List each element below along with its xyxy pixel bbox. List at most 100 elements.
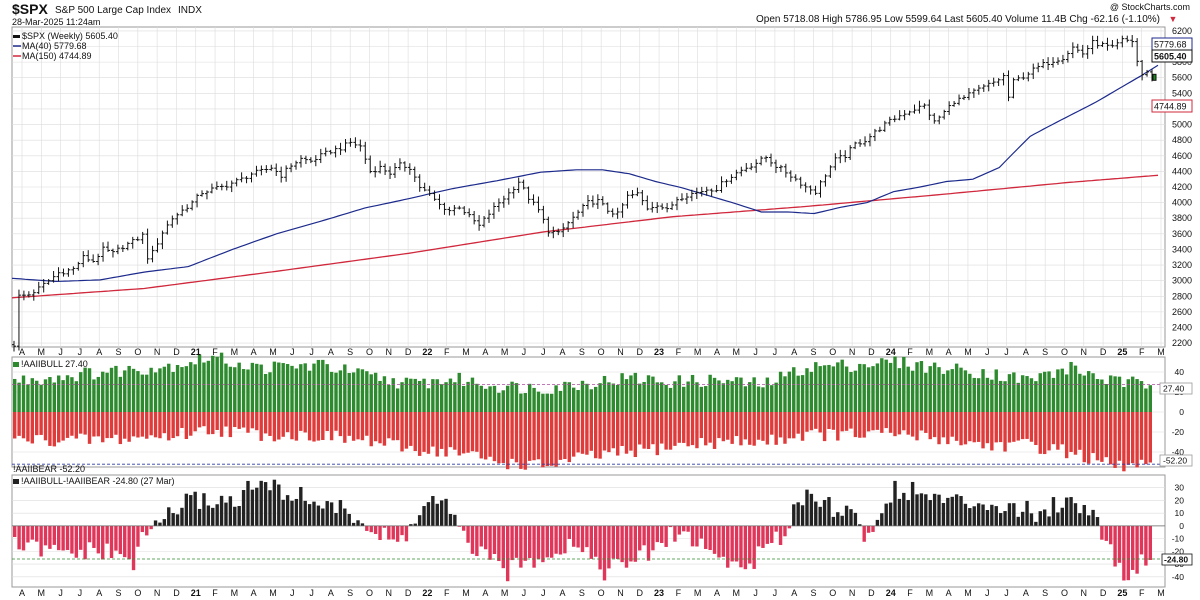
bull-bar bbox=[255, 363, 259, 412]
bear-bar bbox=[461, 412, 466, 454]
bear-bar bbox=[756, 412, 761, 440]
bull-bar bbox=[404, 377, 409, 412]
price-bar bbox=[412, 166, 417, 182]
bear-legend-label: !AAIIBEAR -52.20 bbox=[13, 464, 85, 474]
spread-bar bbox=[985, 510, 990, 526]
x-tick-label-bottom: J bbox=[753, 588, 758, 598]
bull-bar bbox=[61, 380, 65, 412]
price-bar bbox=[897, 110, 902, 121]
x-tick-label: A bbox=[482, 347, 488, 357]
price-bar bbox=[754, 159, 759, 173]
spread-bar bbox=[391, 525, 395, 540]
spread-bar bbox=[347, 513, 351, 526]
bull-bar bbox=[871, 366, 875, 412]
spread-bar bbox=[1135, 525, 1139, 574]
price-bar bbox=[1120, 35, 1125, 48]
x-tick-label: O bbox=[829, 347, 836, 357]
spread-tick-label: 20 bbox=[1175, 495, 1185, 505]
price-bar bbox=[783, 163, 788, 178]
spread-bar bbox=[488, 525, 492, 560]
spread-bar bbox=[704, 525, 708, 549]
bear-bar bbox=[43, 412, 48, 441]
bear-bar bbox=[167, 412, 171, 441]
spread-bar bbox=[1038, 511, 1042, 526]
price-bar bbox=[749, 163, 754, 171]
bear-bars bbox=[13, 412, 1152, 472]
x-axis-labels-bottom: A M J J A S O N D 21 F M A M J J A S O N D 22 F M A M J J A S O N D 23 F M A… bbox=[19, 588, 1165, 598]
x-tick-label-bottom: J bbox=[1004, 588, 1009, 598]
x-tick-label-bottom: A bbox=[714, 588, 720, 598]
spread-bar bbox=[101, 525, 105, 560]
bear-bar bbox=[1051, 412, 1056, 445]
bear-bar bbox=[1029, 412, 1034, 442]
price-bar bbox=[709, 188, 714, 197]
x-tick-label: F bbox=[444, 347, 450, 357]
price-bar bbox=[902, 110, 907, 121]
bull-bar bbox=[277, 362, 281, 412]
bear-bar bbox=[312, 412, 316, 442]
price-bar bbox=[655, 202, 660, 214]
bear-bar bbox=[567, 412, 571, 463]
bull-bar bbox=[30, 378, 35, 412]
price-tick-label: 3000 bbox=[1172, 276, 1192, 286]
spread-bar bbox=[712, 525, 717, 554]
bull-bar bbox=[312, 363, 316, 412]
bull-bar bbox=[299, 364, 303, 412]
bull-bar bbox=[646, 375, 651, 412]
bear-bar bbox=[866, 412, 871, 432]
bear-bar bbox=[770, 412, 774, 435]
bull-bar bbox=[87, 368, 92, 412]
bull-bar bbox=[338, 370, 343, 412]
bull-bar bbox=[567, 382, 571, 412]
spread-bar bbox=[1042, 509, 1047, 526]
price-bar bbox=[318, 148, 323, 164]
bull-bar bbox=[717, 380, 721, 412]
bull-bar bbox=[963, 370, 968, 412]
bull-bar bbox=[263, 373, 268, 412]
bull-bar bbox=[558, 390, 563, 412]
bear-bar bbox=[541, 412, 545, 468]
bull-bar bbox=[351, 372, 356, 412]
price-tick-label: 2400 bbox=[1172, 322, 1192, 332]
bear-bar bbox=[26, 412, 30, 442]
spread-bar bbox=[919, 493, 924, 526]
bear-bar bbox=[924, 412, 928, 433]
bull-bar bbox=[347, 372, 351, 412]
bear-bar bbox=[655, 412, 660, 456]
x-tick-label-bottom: M bbox=[501, 588, 509, 598]
price-bar bbox=[1016, 75, 1021, 82]
spread-bar bbox=[461, 525, 466, 531]
x-tick-label: F bbox=[1139, 347, 1145, 357]
x-tick-label: J bbox=[541, 347, 546, 357]
bull-bar bbox=[162, 366, 167, 412]
price-bar bbox=[843, 150, 848, 163]
bear-bar bbox=[840, 412, 844, 432]
spread-bar bbox=[1130, 525, 1135, 570]
price-bar bbox=[244, 176, 249, 184]
spread-bar bbox=[611, 525, 616, 559]
price-bar bbox=[1046, 57, 1051, 71]
spread-bar bbox=[541, 525, 545, 563]
bear-bar bbox=[101, 412, 105, 443]
bull-bar bbox=[594, 386, 598, 412]
price-bar bbox=[392, 163, 397, 178]
x-tick-label: J bbox=[309, 347, 314, 357]
bear-bar bbox=[1117, 412, 1122, 461]
bull-bar bbox=[1130, 376, 1135, 412]
price-tick-label: 2200 bbox=[1172, 338, 1192, 348]
bull-bar bbox=[563, 381, 567, 412]
spread-bar bbox=[1108, 525, 1113, 545]
spread-bar bbox=[189, 495, 193, 526]
spread-bar bbox=[519, 525, 523, 568]
bull-bar bbox=[1086, 371, 1091, 412]
bull-bar bbox=[343, 364, 347, 412]
spread-tick-label: -20 bbox=[1172, 546, 1185, 556]
price-bar bbox=[531, 194, 536, 206]
bear-bar bbox=[219, 412, 224, 437]
spread-legend-label: !AAIIBULL-!AAIIBEAR -24.80 (27 Mar) bbox=[21, 476, 175, 486]
bear-bar bbox=[1012, 412, 1016, 442]
price-bar bbox=[21, 290, 26, 301]
bear-bar bbox=[79, 412, 83, 434]
bear-bar bbox=[554, 412, 558, 467]
bull-bar bbox=[1020, 375, 1025, 412]
